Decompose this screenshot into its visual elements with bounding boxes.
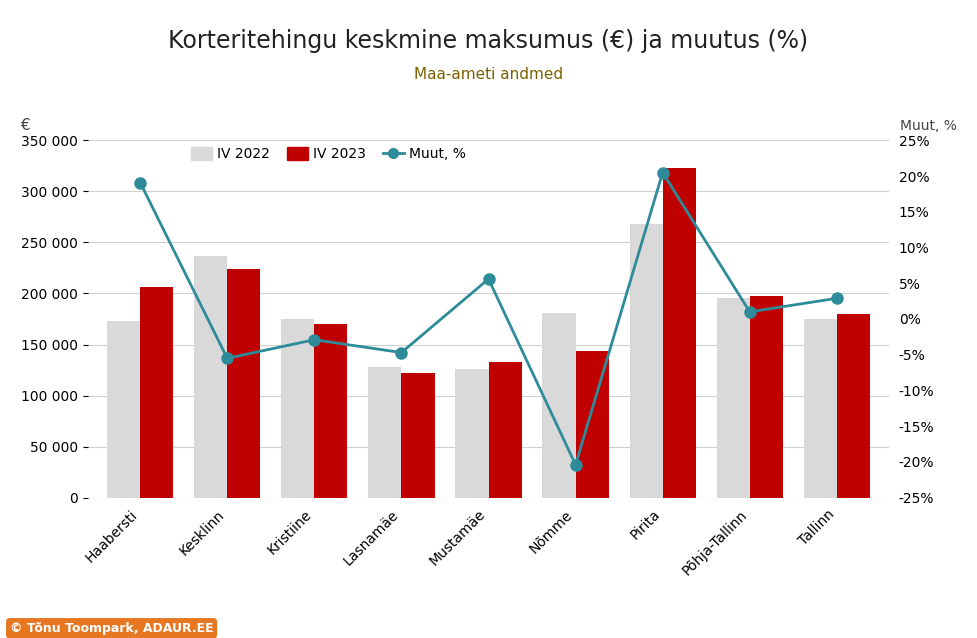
Legend: IV 2022, IV 2023, Muut, %: IV 2022, IV 2023, Muut, % — [191, 147, 466, 161]
Muut, % — [396, 349, 407, 357]
Bar — [455, 369, 488, 498]
Bar — [194, 256, 228, 498]
Text: Korteritehingu keskmine maksumus (€) ja muutus (%): Korteritehingu keskmine maksumus (€) ja … — [168, 29, 809, 53]
Text: €: € — [20, 118, 29, 133]
Bar — [717, 297, 749, 498]
Text: Maa-ameti andmed: Maa-ameti andmed — [414, 67, 563, 82]
Bar — [402, 373, 435, 498]
Muut, % — [657, 168, 668, 176]
Muut, % — [743, 308, 755, 316]
Bar — [140, 287, 173, 498]
Bar — [662, 168, 696, 498]
Bar — [315, 324, 348, 498]
Bar — [107, 321, 140, 498]
Line: Muut, %: Muut, % — [135, 167, 842, 470]
Muut, % — [222, 355, 234, 362]
Muut, % — [309, 336, 320, 343]
Bar — [575, 351, 609, 498]
Muut, % — [570, 461, 581, 468]
Bar — [228, 269, 260, 498]
Bar — [837, 314, 870, 498]
Bar — [488, 362, 522, 498]
Muut, % — [483, 275, 494, 283]
Muut, % — [831, 295, 843, 302]
Bar — [542, 313, 575, 498]
Text: © Tõnu Toompark, ADAUR.EE: © Tõnu Toompark, ADAUR.EE — [10, 622, 213, 635]
Bar — [629, 224, 662, 498]
Muut, % — [134, 179, 146, 186]
Text: Muut, %: Muut, % — [900, 119, 957, 133]
Bar — [804, 319, 837, 498]
Bar — [281, 319, 315, 498]
Bar — [749, 295, 783, 498]
Bar — [368, 367, 402, 498]
